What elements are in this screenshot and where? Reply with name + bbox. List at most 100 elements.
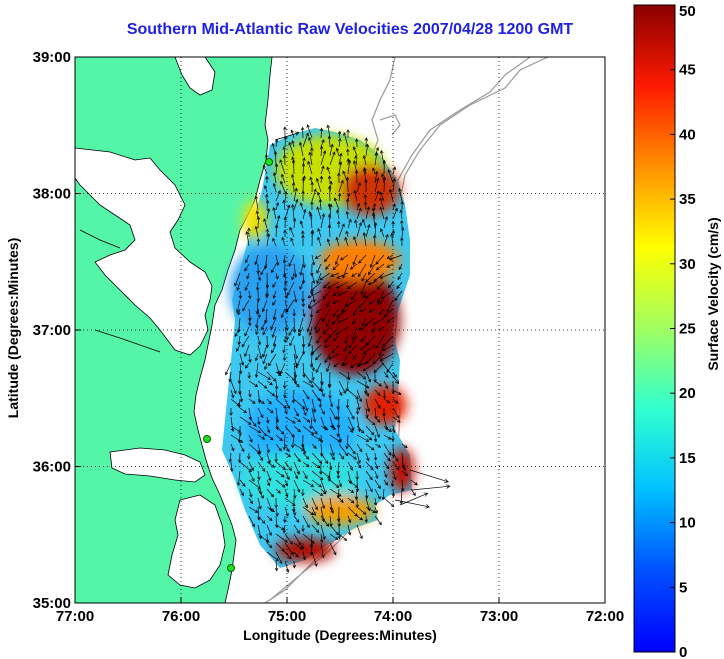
velocity-vector bbox=[320, 515, 329, 527]
velocity-vector bbox=[329, 176, 331, 184]
velocity-vector-head bbox=[354, 219, 358, 223]
velocity-vector bbox=[257, 335, 261, 345]
velocity-vector-head bbox=[280, 314, 285, 319]
velocity-vector bbox=[365, 434, 372, 441]
velocity-vector bbox=[347, 281, 358, 289]
velocity-vector bbox=[248, 470, 255, 482]
velocity-vector bbox=[356, 407, 359, 415]
velocity-vector-head bbox=[339, 392, 343, 397]
velocity-vector-head bbox=[348, 345, 352, 349]
velocity-vector-head bbox=[302, 450, 307, 455]
velocity-vector bbox=[239, 416, 252, 425]
velocity-vector bbox=[368, 281, 376, 285]
velocity-vector-head bbox=[308, 210, 312, 215]
velocity-vector bbox=[365, 425, 374, 436]
velocity-vector bbox=[346, 434, 349, 449]
velocity-vector-head bbox=[363, 201, 368, 205]
velocity-vector bbox=[234, 272, 241, 286]
velocity-vector-head bbox=[298, 332, 302, 337]
velocity-vector bbox=[374, 443, 381, 448]
velocity-vector-head bbox=[237, 404, 242, 409]
velocity-vector bbox=[302, 479, 314, 488]
velocity-vector bbox=[374, 190, 380, 202]
velocity-vector bbox=[244, 326, 250, 337]
velocity-vector bbox=[279, 159, 286, 175]
velocity-vector-head bbox=[336, 518, 341, 523]
velocity-vector-head bbox=[384, 474, 388, 478]
velocity-vector bbox=[347, 389, 359, 399]
velocity-vector-head bbox=[316, 270, 320, 274]
velocity-vector bbox=[311, 452, 323, 464]
velocity-vector-head bbox=[318, 460, 323, 464]
velocity-vector-head bbox=[384, 426, 389, 431]
velocity-vector-head bbox=[298, 141, 303, 146]
velocity-vector bbox=[397, 272, 403, 280]
velocity-vector bbox=[383, 461, 390, 469]
velocity-vector bbox=[329, 497, 333, 511]
velocity-vector-head bbox=[372, 509, 376, 513]
velocity-vector bbox=[245, 362, 250, 369]
velocity-vector-head bbox=[399, 500, 404, 505]
velocity-vector bbox=[389, 189, 394, 202]
velocity-vector bbox=[292, 434, 295, 448]
velocity-vector bbox=[329, 224, 331, 238]
velocity-vector-head bbox=[268, 517, 273, 522]
velocity-vector-head bbox=[328, 395, 332, 399]
velocity-vector bbox=[320, 213, 325, 229]
velocity-vector-head bbox=[273, 150, 278, 155]
velocity-vector-head bbox=[321, 518, 326, 523]
velocity-vector bbox=[320, 533, 323, 543]
velocity-vector-head bbox=[378, 383, 382, 387]
velocity-vector bbox=[264, 185, 268, 193]
velocity-vector-head bbox=[361, 322, 365, 327]
velocity-vector-head bbox=[236, 482, 241, 487]
velocity-vector bbox=[266, 479, 270, 486]
velocity-vector-head bbox=[309, 213, 313, 217]
velocity-vector bbox=[374, 506, 378, 514]
velocity-vector bbox=[257, 515, 266, 524]
velocity-vector bbox=[356, 425, 365, 434]
velocity-vector-head bbox=[310, 181, 314, 186]
velocity-vector-head bbox=[375, 146, 379, 151]
velocity-vector-head bbox=[364, 322, 369, 327]
velocity-vector bbox=[311, 380, 322, 391]
velocity-vector bbox=[282, 237, 286, 247]
velocity-vector-head bbox=[319, 145, 324, 150]
velocity-vector bbox=[324, 344, 331, 348]
velocity-vector bbox=[359, 308, 367, 312]
velocity-vector bbox=[398, 188, 403, 202]
velocity-vector-head bbox=[266, 208, 271, 212]
velocity-vector-head bbox=[255, 210, 260, 214]
velocity-vector bbox=[392, 208, 398, 220]
velocity-vector bbox=[316, 178, 322, 193]
velocity-vector-head bbox=[333, 363, 337, 367]
radar-station bbox=[265, 158, 273, 166]
velocity-vector bbox=[302, 407, 307, 416]
velocity-vector bbox=[311, 479, 322, 488]
velocity-vector bbox=[382, 488, 385, 500]
velocity-vector-head bbox=[249, 494, 253, 498]
velocity-vector bbox=[337, 425, 340, 437]
velocity-vector bbox=[386, 263, 394, 268]
velocity-vector-head bbox=[237, 341, 241, 346]
velocity-vector-head bbox=[271, 464, 276, 468]
velocity-vector bbox=[365, 290, 376, 299]
velocity-vector-head bbox=[311, 280, 316, 284]
velocity-vector-head bbox=[260, 495, 264, 499]
velocity-vector-head bbox=[402, 467, 407, 471]
velocity-vector bbox=[293, 551, 299, 558]
velocity-vector-head bbox=[321, 411, 325, 415]
velocity-vector bbox=[334, 197, 340, 211]
colorbar-tick-label: 35 bbox=[679, 191, 696, 208]
velocity-vector bbox=[348, 335, 358, 349]
velocity-vector-head bbox=[241, 448, 245, 453]
velocity-vector-head bbox=[271, 142, 275, 147]
velocity-vector-head bbox=[319, 471, 323, 476]
velocity-vector bbox=[331, 344, 340, 354]
velocity-vector bbox=[374, 152, 378, 166]
velocity-vector bbox=[293, 479, 300, 493]
velocity-vector-head bbox=[283, 288, 287, 292]
velocity-vector-head bbox=[423, 492, 429, 497]
velocity-vector bbox=[392, 371, 397, 378]
velocity-vector-head bbox=[332, 337, 337, 342]
